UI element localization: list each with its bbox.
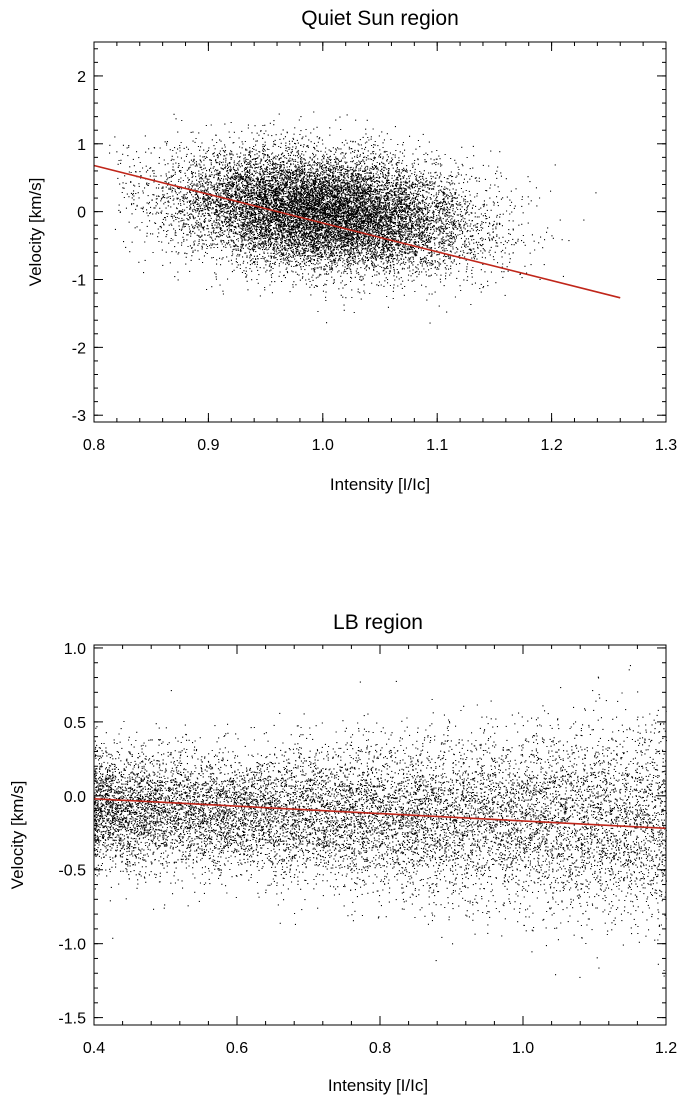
chart-title: LB region	[333, 611, 423, 634]
y-tick-label: -1	[72, 273, 86, 290]
x-tick-label: 1.0	[312, 437, 334, 454]
x-tick-label: 1.3	[655, 437, 677, 454]
scatter-points	[94, 665, 667, 978]
y-axis: -3 -2 -1 0 1 2	[72, 48, 666, 425]
scatter-point-cloud	[94, 665, 667, 978]
y-tick-label: -0.5	[58, 863, 86, 880]
y-axis-label: Velocity [km/s]	[26, 178, 45, 287]
x-axis-label: Intensity [I/Ic]	[328, 1076, 428, 1095]
quiet-sun-panel: Quiet Sun region 0.8 0.9 1.0 1.1 1.2 1.3 -3 -2…	[26, 7, 677, 494]
fit-line	[93, 797, 667, 830]
y-tick-label: -1.5	[58, 1011, 86, 1028]
y-tick-label: 0.0	[64, 789, 86, 806]
y-tick-label: 0.5	[64, 715, 86, 732]
y-tick-label: -3	[72, 408, 86, 425]
y-axis: -1.5 -1.0 -0.5 0.0 0.5 1.0	[58, 641, 666, 1028]
x-axis: 0.4 0.6 0.8 1.0 1.2	[83, 645, 677, 1057]
x-axis: 0.8 0.9 1.0 1.1 1.2 1.3	[83, 42, 677, 454]
x-axis-label: Intensity [I/Ic]	[330, 475, 430, 494]
chart-title: Quiet Sun region	[301, 7, 459, 30]
y-tick-label: -1.0	[58, 937, 86, 954]
x-tick-label: 0.8	[369, 1040, 391, 1057]
fit-line	[93, 164, 621, 299]
x-tick-label: 1.1	[426, 437, 448, 454]
x-tick-label: 0.6	[226, 1040, 248, 1057]
scatter-point-cloud	[109, 111, 597, 324]
scatter-points	[109, 111, 597, 324]
x-tick-label: 0.8	[83, 437, 105, 454]
y-tick-label: 2	[77, 69, 86, 86]
y-tick-label: 1	[77, 137, 86, 154]
x-tick-label: 0.9	[197, 437, 219, 454]
x-tick-label: 1.2	[540, 437, 562, 454]
plot-frame	[93, 41, 667, 423]
x-tick-label: 1.2	[655, 1040, 677, 1057]
y-tick-label: -2	[72, 340, 86, 357]
x-tick-label: 1.0	[512, 1040, 534, 1057]
y-tick-label: 1.0	[64, 641, 86, 658]
y-tick-label: 0	[77, 205, 86, 222]
lb-panel: LB region 0.4 0.6 0.8 1.0 1.2 -1.5-1.0-0.50.…	[8, 611, 677, 1095]
y-axis-label: Velocity [km/s]	[8, 781, 27, 890]
x-tick-label: 0.4	[83, 1040, 105, 1057]
